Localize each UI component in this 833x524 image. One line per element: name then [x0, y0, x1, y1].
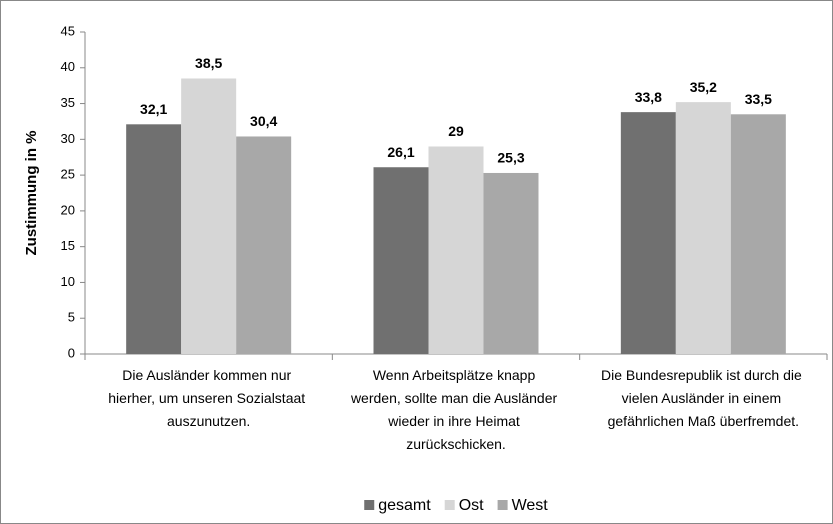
- bar: [620, 112, 676, 355]
- legend-label: West: [512, 497, 549, 514]
- bar: [236, 136, 292, 354]
- x-tick-label-line: hierher, um unseren Sozialstaat: [108, 390, 309, 406]
- value-label: 30,4: [250, 113, 277, 129]
- legend-swatch: [497, 500, 508, 510]
- bar: [181, 78, 237, 354]
- x-tick-label: Wenn Arbeitsplätze knapp werden, sollte …: [350, 367, 561, 452]
- x-tick-label-line: auszunutzen.: [167, 413, 250, 429]
- legend-label: Ost: [459, 497, 484, 514]
- value-label: 29: [448, 123, 464, 139]
- value-label: 33,5: [745, 91, 772, 107]
- bar: [428, 146, 484, 354]
- bar: [483, 172, 539, 354]
- bar: [675, 102, 731, 354]
- x-tick-label-line: vielen Ausländer in einem: [622, 390, 785, 406]
- y-tick-label: 40: [61, 59, 75, 74]
- x-tick-label-line: gefährlichen Maß überfremdet.: [608, 413, 799, 429]
- x-tick-label-line: wieder in ihre Heimat: [387, 413, 523, 429]
- legend-swatch: [444, 500, 455, 510]
- legend-swatch: [364, 500, 375, 510]
- bar: [730, 114, 786, 355]
- x-tick-label-line: Die Bundesrepublik ist durch die: [601, 367, 806, 383]
- y-tick-label: 30: [61, 131, 75, 146]
- value-label: 32,1: [140, 101, 167, 117]
- y-tick-label: 20: [61, 202, 75, 217]
- value-label: 35,2: [690, 79, 717, 95]
- value-label: 38,5: [195, 55, 222, 71]
- y-tick-label: 25: [61, 167, 75, 182]
- x-tick-label: Die Ausländer kommen nur hierher, um uns…: [108, 367, 309, 429]
- y-tick-label: 10: [61, 274, 75, 289]
- value-label: 25,3: [497, 150, 524, 166]
- y-tick-label: 0: [68, 345, 75, 360]
- y-tick-label: 35: [61, 95, 75, 110]
- x-tick-label: Die Bundesrepublik ist durch die vielen …: [601, 367, 806, 429]
- x-tick-label-line: zurückschicken.: [406, 436, 506, 452]
- legend-label: gesamt: [378, 497, 431, 514]
- bar: [126, 124, 182, 354]
- y-tick-label: 15: [61, 238, 75, 253]
- x-tick-label-line: werden, sollte man die Ausländer: [350, 390, 561, 406]
- value-label: 33,8: [635, 89, 662, 105]
- x-tick-label-line: Die Ausländer kommen nur: [122, 367, 295, 383]
- x-tick-label-line: Wenn Arbeitsplätze knapp: [373, 367, 539, 383]
- y-tick-label: 5: [68, 310, 75, 325]
- value-label: 26,1: [387, 144, 414, 160]
- bar: [373, 167, 429, 354]
- y-axis-title: Zustimmung in %: [23, 131, 40, 256]
- y-tick-label: 45: [61, 23, 75, 38]
